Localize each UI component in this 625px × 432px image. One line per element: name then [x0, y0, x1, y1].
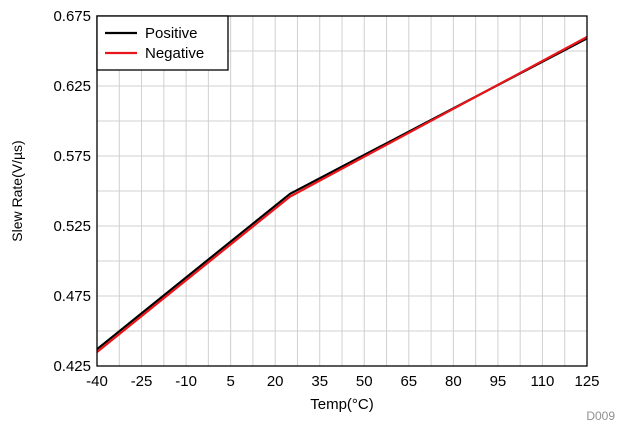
x-tick-label: 80	[445, 373, 462, 390]
grid-layer	[97, 16, 587, 366]
legend-box	[96, 15, 229, 71]
y-axis-title: Slew Rate(V/µs)	[9, 140, 25, 241]
figure-code-label: D009	[586, 409, 615, 423]
series-layer	[96, 36, 588, 353]
x-tick-label: 50	[356, 373, 373, 390]
x-tick-label: 95	[490, 373, 507, 390]
x-tick-label: 110	[530, 373, 554, 390]
x-tick-label: 65	[400, 373, 417, 390]
tick-layer: -40 -25 -10 5 20 35 50 65 80 95 110 125 0.425 0.475 0.…	[53, 8, 599, 390]
y-tick-label: 0.575	[53, 148, 91, 165]
y-tick-label: 0.675	[53, 8, 91, 25]
y-tick-label: 0.425	[53, 358, 91, 375]
x-axis-title: Temp(°C)	[310, 396, 374, 413]
y-tick-label: 0.475	[53, 288, 91, 305]
y-tick-label: 0.525	[53, 218, 91, 235]
x-tick-label: -25	[131, 373, 153, 390]
x-tick-label: -10	[175, 373, 197, 390]
x-tick-label: 125	[574, 373, 599, 390]
series-line-negative	[96, 36, 588, 353]
legend-label-positive: Positive	[145, 25, 198, 42]
x-tick-label: -40	[86, 373, 108, 390]
plot-frame	[96, 15, 588, 367]
x-tick-label: 5	[226, 373, 234, 390]
x-tick-label: 20	[267, 373, 284, 390]
legend: Positive Negative	[96, 15, 229, 71]
legend-label-negative: Negative	[145, 45, 204, 62]
x-tick-label: 35	[311, 373, 328, 390]
y-tick-label: 0.625	[53, 78, 91, 95]
